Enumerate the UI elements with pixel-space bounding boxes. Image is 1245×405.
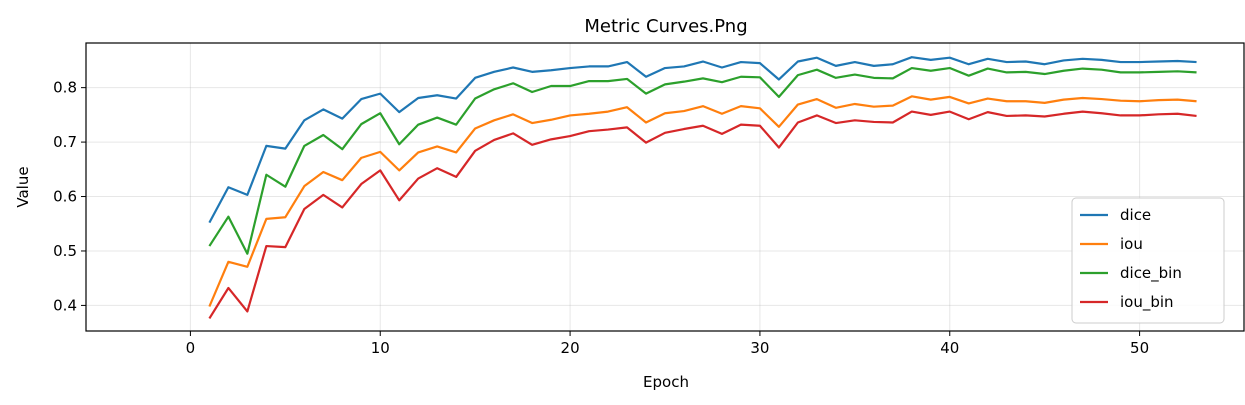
series-line-dice xyxy=(208,56,1197,224)
legend-label-dice-bin: dice_bin xyxy=(1120,264,1182,283)
legend-label-iou-bin: iou_bin xyxy=(1120,293,1174,312)
series-lines xyxy=(208,56,1197,320)
y-axis-label: Value xyxy=(14,166,32,207)
plot-frame xyxy=(85,42,1245,332)
x-tick-label: 50 xyxy=(1130,339,1149,357)
legend-box xyxy=(1071,197,1225,324)
x-axis-label: Epoch xyxy=(643,373,689,391)
y-tick-label: 0.4 xyxy=(53,296,77,314)
series-line-iou-bin xyxy=(208,110,1197,320)
series-line-dice-bin xyxy=(208,66,1197,255)
y-tick-label: 0.7 xyxy=(53,133,77,151)
x-tick-label: 10 xyxy=(371,339,390,357)
legend-label-dice: dice xyxy=(1120,206,1151,224)
grid xyxy=(86,43,1244,331)
x-tick-label: 0 xyxy=(186,339,196,357)
legend: dice iou dice_bin iou_bin xyxy=(1071,197,1225,324)
y-tick-label: 0.8 xyxy=(53,79,77,97)
chart-title: Metric Curves.Png xyxy=(584,16,747,37)
x-tick-label: 20 xyxy=(561,339,580,357)
x-tick-label: 30 xyxy=(750,339,769,357)
y-tick-label: 0.6 xyxy=(53,188,77,206)
y-tick-label: 0.5 xyxy=(53,242,77,260)
axis-ticks: 0 10 20 30 40 50 0.4 0.5 0.6 0.7 0.8 xyxy=(53,79,1149,357)
x-tick-label: 40 xyxy=(940,339,959,357)
series-line-iou xyxy=(208,95,1197,307)
legend-label-iou: iou xyxy=(1120,235,1143,253)
